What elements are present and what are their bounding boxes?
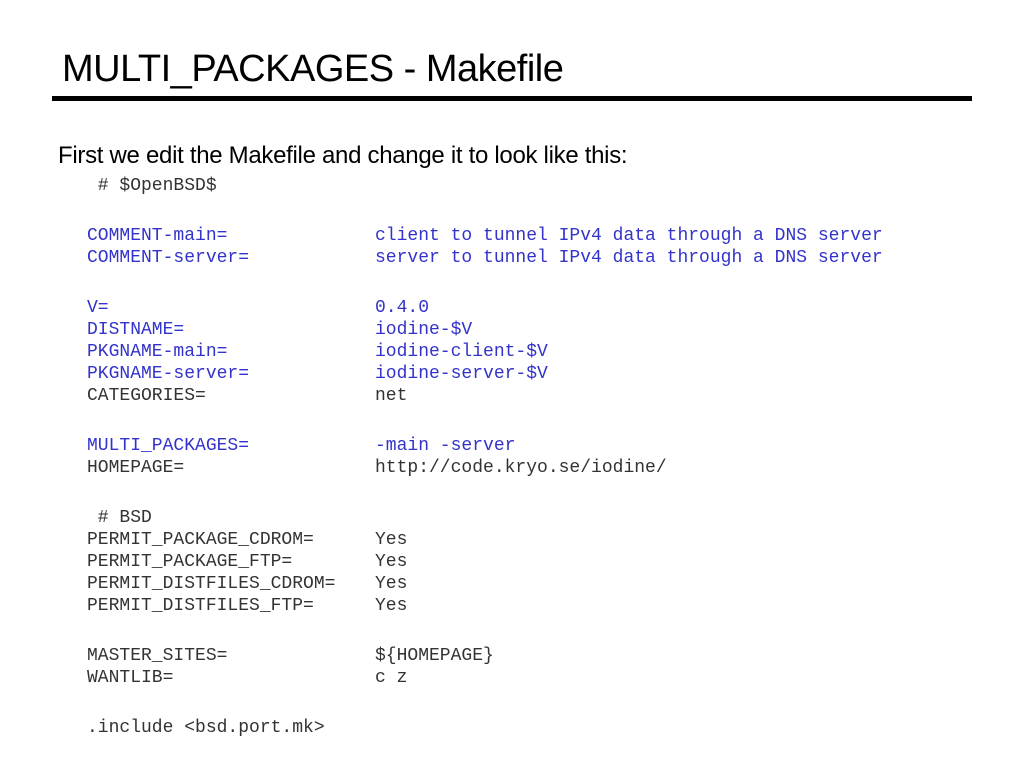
code-line: COMMENT-main= client to tunnel IPv4 data … [87, 225, 883, 247]
variable-value: -main -server [375, 436, 516, 456]
variable-name: COMMENT-server= [87, 248, 250, 268]
variable-value: ${HOMEPAGE} [375, 646, 494, 666]
variable-value: http://code.kryo.se/iodine/ [375, 458, 667, 478]
code-line: PERMIT_PACKAGE_FTP= Yes [87, 551, 883, 573]
variable-name: PERMIT_PACKAGE_FTP= [87, 552, 293, 572]
variable-name: PKGNAME-server= [87, 364, 250, 384]
variable-name: MASTER_SITES= [87, 646, 228, 666]
variable-name: DISTNAME= [87, 320, 185, 340]
code-line: MASTER_SITES= ${HOMEPAGE} [87, 645, 883, 667]
variable-value: Yes [375, 596, 408, 616]
variable-value: 0.4.0 [375, 298, 430, 318]
code-line: # BSD [87, 507, 883, 529]
variable-value: Yes [375, 552, 408, 572]
variable-name: PERMIT_DISTFILES_FTP= [87, 596, 314, 616]
variable-name: V= [87, 298, 109, 318]
code-group: COMMENT-main= client to tunnel IPv4 data … [87, 225, 883, 269]
intro-text: First we edit the Makefile and change it… [58, 142, 628, 169]
variable-name: PERMIT_PACKAGE_CDROM= [87, 530, 314, 550]
code-line: PERMIT_DISTFILES_CDROM= Yes [87, 573, 883, 595]
makefile-code: # $OpenBSD$ COMMENT-main= client to tunne… [87, 175, 883, 739]
variable-value: server to tunnel IPv4 data through a DNS… [375, 248, 883, 268]
code-line: CATEGORIES= net [87, 385, 883, 407]
code-line: V= 0.4.0 [87, 297, 883, 319]
variable-name: # BSD [87, 508, 152, 528]
code-header-line: # $OpenBSD$ [87, 176, 217, 196]
code-group: MULTI_PACKAGES= -main -server HOMEPAGE= htt… [87, 435, 883, 479]
variable-value: iodine-$V [375, 320, 473, 340]
slide-title: MULTI_PACKAGES - Makefile [62, 48, 564, 90]
code-line: .include <bsd.port.mk> [87, 717, 883, 739]
variable-value: iodine-client-$V [375, 342, 548, 362]
code-group: MASTER_SITES= ${HOMEPAGE} WANTLIB= c z [87, 645, 883, 689]
code-group: V= 0.4.0 DISTNAME= iodine-$V PKGNAME-main= io… [87, 297, 883, 407]
title-divider [52, 96, 972, 101]
variable-value: Yes [375, 530, 408, 550]
variable-value: iodine-server-$V [375, 364, 548, 384]
variable-name: PKGNAME-main= [87, 342, 228, 362]
variable-value: client to tunnel IPv4 data through a DNS… [375, 226, 883, 246]
code-line: HOMEPAGE= http://code.kryo.se/iodine/ [87, 457, 883, 479]
code-line: WANTLIB= c z [87, 667, 883, 689]
variable-name: MULTI_PACKAGES= [87, 436, 250, 456]
code-line: PERMIT_PACKAGE_CDROM= Yes [87, 529, 883, 551]
variable-value: Yes [375, 574, 408, 594]
variable-name: WANTLIB= [87, 668, 174, 688]
code-line: COMMENT-server= server to tunnel IPv4 dat… [87, 247, 883, 269]
code-group: .include <bsd.port.mk> [87, 717, 883, 739]
code-group: # BSD PERMIT_PACKAGE_CDROM= Yes PERMIT_PACK… [87, 507, 883, 617]
code-line: PERMIT_DISTFILES_FTP= Yes [87, 595, 883, 617]
variable-name: HOMEPAGE= [87, 458, 185, 478]
variable-name: CATEGORIES= [87, 386, 206, 406]
variable-name: COMMENT-main= [87, 226, 228, 246]
code-line: PKGNAME-server= iodine-server-$V [87, 363, 883, 385]
code-line: DISTNAME= iodine-$V [87, 319, 883, 341]
variable-name: PERMIT_DISTFILES_CDROM= [87, 574, 336, 594]
variable-value: c z [375, 668, 408, 688]
code-line: PKGNAME-main= iodine-client-$V [87, 341, 883, 363]
code-line: MULTI_PACKAGES= -main -server [87, 435, 883, 457]
variable-value: net [375, 386, 408, 406]
variable-name: .include <bsd.port.mk> [87, 718, 325, 738]
